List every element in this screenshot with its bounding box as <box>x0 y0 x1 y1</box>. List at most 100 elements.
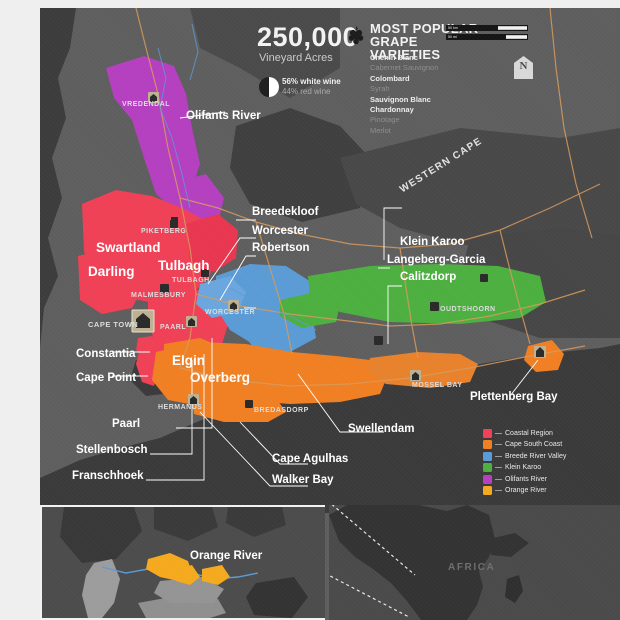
inset-map-orange-river[interactable] <box>40 505 325 620</box>
grape-title-line2: GRAPE VARIETIES <box>370 34 441 62</box>
grape-variety-item: Pinotage <box>370 115 400 125</box>
city-marker-hermanus <box>188 394 199 405</box>
city-marker-plettenberg <box>534 346 546 358</box>
callout-langeberg-garcia: Langeberg-Garcia <box>387 254 486 266</box>
legend-item-cape-south-coast[interactable]: Cape South Coast <box>483 440 593 450</box>
main-map-canvas[interactable]: 250,000 Vineyard Acres 56% white wine 44… <box>40 8 620 620</box>
legend-item-orange-river[interactable]: Orange River <box>483 486 593 496</box>
legend-swatch <box>483 486 492 496</box>
callout-calitzdorp: Calitzdorp <box>400 271 457 283</box>
callout-constantia: Constantia <box>76 348 136 360</box>
inset-orange-river-region-mid <box>176 565 200 585</box>
grape-variety-item: Colombard <box>370 73 410 83</box>
city-label-bredasdorp: BREDASDORP <box>254 407 309 414</box>
ocean-atlantic <box>40 8 76 348</box>
grape-variety-item: Cabernet Sauvignon <box>370 63 439 73</box>
inset-geometry <box>60 507 308 618</box>
city-marker-worcester <box>228 300 239 311</box>
callout-franschhoek: Franschhoek <box>72 470 144 482</box>
legend-swatch <box>483 474 492 484</box>
callout-breedekloof: Breedekloof <box>252 206 319 218</box>
region-cape-south-coast-elgin <box>164 338 224 374</box>
city-label-piketberg: PIKETBERG <box>141 228 187 235</box>
legend-dash <box>495 478 502 480</box>
ocean-indian <box>40 344 620 513</box>
legend-item-breede-river-valley[interactable]: Breede River Valley <box>483 451 593 461</box>
city-marker-calitzdorp <box>374 336 383 345</box>
vineyard-acres-label: Vineyard Acres <box>259 52 333 64</box>
legend-label: Breede River Valley <box>505 452 567 460</box>
compass-shape <box>514 56 533 79</box>
grape-varieties-list: Chenin Blanc Cabernet Sauvignon Colombard S… <box>370 53 490 136</box>
legend-swatch <box>483 428 492 438</box>
city-label-tulbagh: TULBAGH <box>172 277 210 284</box>
inset-land-dark-ne <box>226 507 286 537</box>
legend-label: Orange River <box>505 487 547 495</box>
city-marker-bredasdorp <box>245 400 253 408</box>
city-marker-oudtshoorn <box>430 302 439 311</box>
inset-land-dark-n <box>154 507 218 541</box>
legend-dash <box>495 467 502 469</box>
legend-swatch <box>483 440 492 450</box>
city-label-hermanus: HERMANUS <box>158 404 203 411</box>
city-label-cape-town: CAPE TOWN <box>88 320 139 329</box>
grape-variety-item: Chenin Blanc <box>370 53 418 62</box>
legend-item-klein-karoo[interactable]: Klein Karoo <box>483 463 593 473</box>
legend-item-coastal-region[interactable]: Coastal Region <box>483 428 593 438</box>
callout-stellenbosch: Stellenbosch <box>76 444 148 456</box>
grape-variety-item: Chardonnay <box>370 105 414 115</box>
legend-swatch <box>483 451 492 461</box>
region-name-tulbagh: Tulbagh <box>158 258 210 273</box>
scale-label-km: 50 km <box>448 25 458 30</box>
callout-plettenberg-bay: Plettenberg Bay <box>470 391 558 403</box>
callout-cape-point: Cape Point <box>76 372 137 384</box>
scale-bar: 50 km 50 mi <box>446 24 528 46</box>
legend-item-olifants-river[interactable]: Olifants River <box>483 474 593 484</box>
locator-dashed-line-top <box>331 505 416 576</box>
legend-label: Klein Karoo <box>505 464 542 472</box>
city-label-mossel-bay: MOSSEL BAY <box>412 382 463 389</box>
region-olifants-river <box>106 56 200 208</box>
legend-dash <box>495 444 502 446</box>
africa-locator-map[interactable] <box>329 505 620 620</box>
legend-label: Coastal Region <box>505 429 553 437</box>
africa-horn-shape <box>489 533 529 557</box>
map-legend: Coastal Region Cape South Coast Breede Riv… <box>483 428 593 498</box>
city-label-worcester: WORCESTER <box>205 309 255 316</box>
white-wine-pct: 56% white wine <box>282 77 341 86</box>
legend-dash <box>495 490 502 492</box>
city-marker-vredendal <box>148 92 159 103</box>
africa-madagascar-shape <box>505 575 523 603</box>
region-cape-south-coast-agulhas <box>192 394 286 422</box>
region-coastal-constantia <box>136 336 156 358</box>
callout-walker-bay: Walker Bay <box>272 474 334 486</box>
river-network <box>157 23 317 331</box>
inset-land-dark-nw <box>60 507 142 563</box>
city-marker-cape-town <box>131 309 155 333</box>
compass-north-icon: N <box>514 56 533 79</box>
inset-coast-light <box>82 559 120 618</box>
africa-label: AFRICA <box>448 562 496 573</box>
scale-bar-graphic <box>446 25 528 40</box>
region-name-elgin: Elgin <box>172 353 205 368</box>
city-markers <box>131 92 546 408</box>
city-marker-paarl <box>186 316 197 327</box>
locator-dashed-line-bottom <box>329 574 410 618</box>
africa-geometry <box>329 505 529 620</box>
region-coastal-tulbagh <box>186 214 238 272</box>
grape-variety-item: Syrah <box>370 84 390 94</box>
grape-bunch-icon <box>348 26 364 45</box>
city-label-paarl: PAARL <box>160 324 187 331</box>
region-name-darling: Darling <box>88 264 135 279</box>
legend-dash <box>495 432 502 434</box>
inset-land-light-sc <box>154 577 224 603</box>
wine-split-pie: 56% white wine 44% red wine <box>258 76 378 108</box>
callout-leader-lines <box>112 111 539 487</box>
callout-olifants-river: Olifants River <box>186 110 261 122</box>
callout-cape-agulhas: Cape Agulhas <box>272 453 349 465</box>
city-marker-tulbagh <box>201 269 209 277</box>
city-marker-mossel-bay <box>410 370 421 381</box>
callout-worcester: Worcester <box>252 225 309 237</box>
city-label-malmesbury: MALMESBURY <box>131 292 186 299</box>
